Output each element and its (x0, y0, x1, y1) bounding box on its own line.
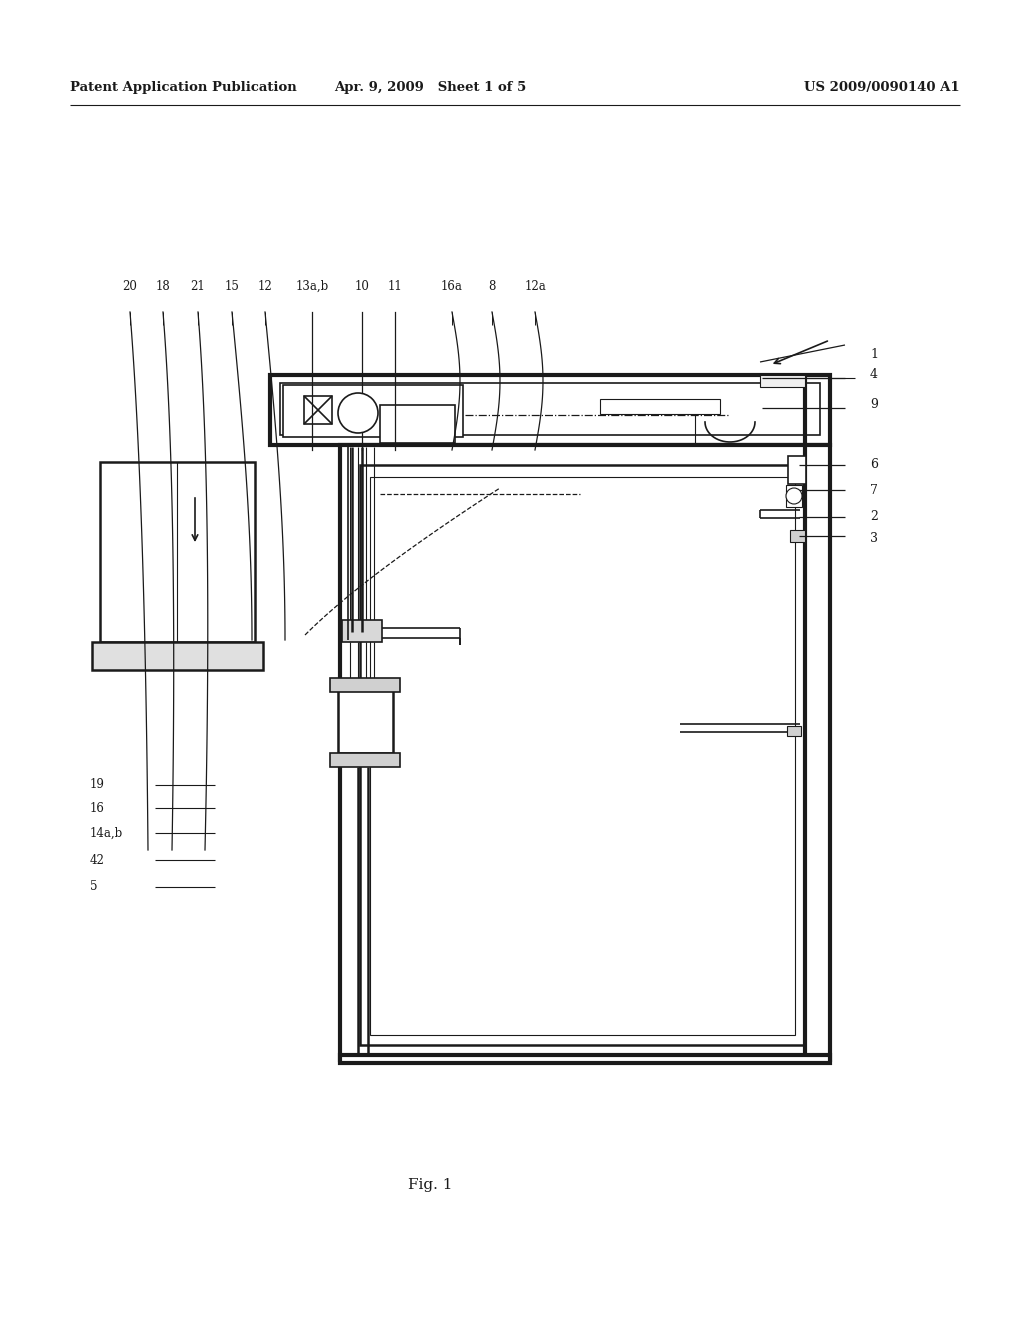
Text: 5: 5 (90, 880, 97, 894)
Text: 20: 20 (123, 280, 137, 293)
Text: 8: 8 (488, 280, 496, 293)
Bar (600, 399, 720, 414)
Text: US 2009/0090140 A1: US 2009/0090140 A1 (805, 82, 961, 95)
Bar (92, 642, 263, 671)
Text: 2: 2 (870, 511, 878, 524)
Text: 7: 7 (870, 483, 878, 496)
Bar (304, 396, 332, 424)
Text: 12a: 12a (524, 280, 546, 293)
Text: 11: 11 (388, 280, 402, 293)
Text: 15: 15 (224, 280, 240, 293)
Bar (360, 465, 805, 1045)
Bar (100, 462, 255, 642)
Bar (283, 385, 463, 437)
Text: Apr. 9, 2009   Sheet 1 of 5: Apr. 9, 2009 Sheet 1 of 5 (334, 82, 526, 95)
Bar (370, 477, 795, 1035)
Circle shape (786, 488, 802, 504)
Bar (330, 678, 400, 692)
Bar (338, 685, 393, 752)
Bar (380, 405, 455, 444)
Text: 10: 10 (354, 280, 370, 293)
Bar (280, 383, 820, 436)
Bar (787, 726, 801, 737)
Bar (340, 1055, 830, 1063)
Text: 16: 16 (90, 801, 104, 814)
Text: Fig. 1: Fig. 1 (408, 1177, 453, 1192)
Bar (330, 752, 400, 767)
Bar (342, 620, 382, 642)
Text: 21: 21 (190, 280, 206, 293)
Text: Patent Application Publication: Patent Application Publication (70, 82, 297, 95)
Text: 1: 1 (870, 348, 878, 362)
Text: 4: 4 (870, 368, 878, 381)
Text: 6: 6 (870, 458, 878, 471)
Text: 12: 12 (258, 280, 272, 293)
Text: 13a,b: 13a,b (295, 280, 329, 293)
Text: 9: 9 (870, 399, 878, 412)
Text: 3: 3 (870, 532, 878, 544)
Bar (270, 375, 830, 445)
Text: 18: 18 (156, 280, 170, 293)
Text: 19: 19 (90, 779, 104, 792)
Text: 42: 42 (90, 854, 104, 866)
Bar (786, 484, 802, 507)
Bar (790, 531, 805, 543)
Circle shape (338, 393, 378, 433)
Bar (340, 445, 830, 1060)
Bar (760, 375, 805, 387)
Text: 14a,b: 14a,b (90, 826, 123, 840)
Bar (788, 455, 806, 484)
Text: 16a: 16a (441, 280, 463, 293)
